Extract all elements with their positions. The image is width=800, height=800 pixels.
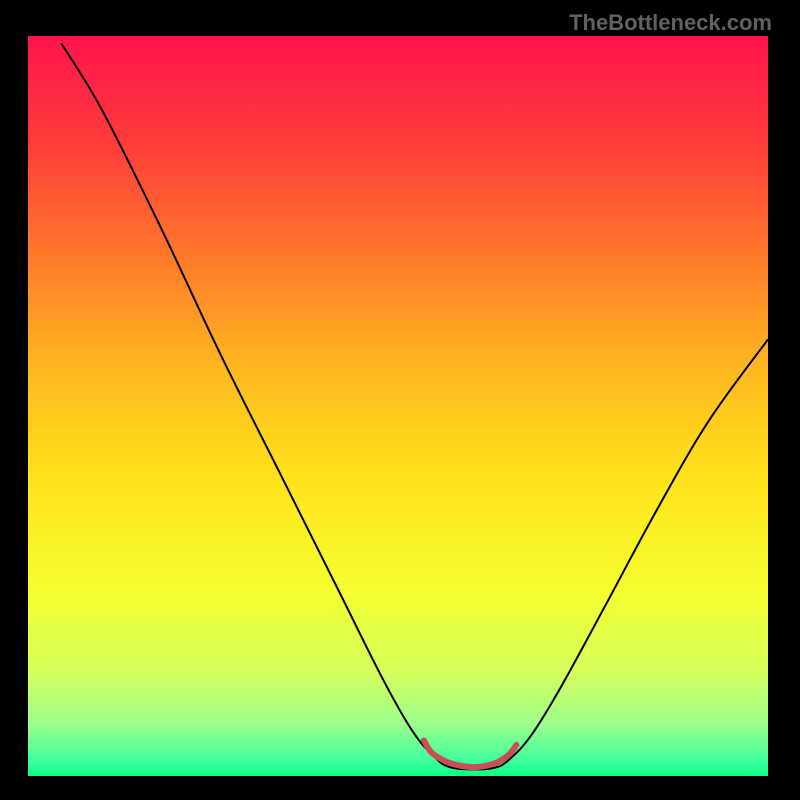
watermark-text: TheBottleneck.com (569, 10, 772, 36)
plot-area (28, 36, 768, 776)
chart-svg (28, 36, 768, 776)
chart-container: TheBottleneck.com (0, 0, 800, 800)
